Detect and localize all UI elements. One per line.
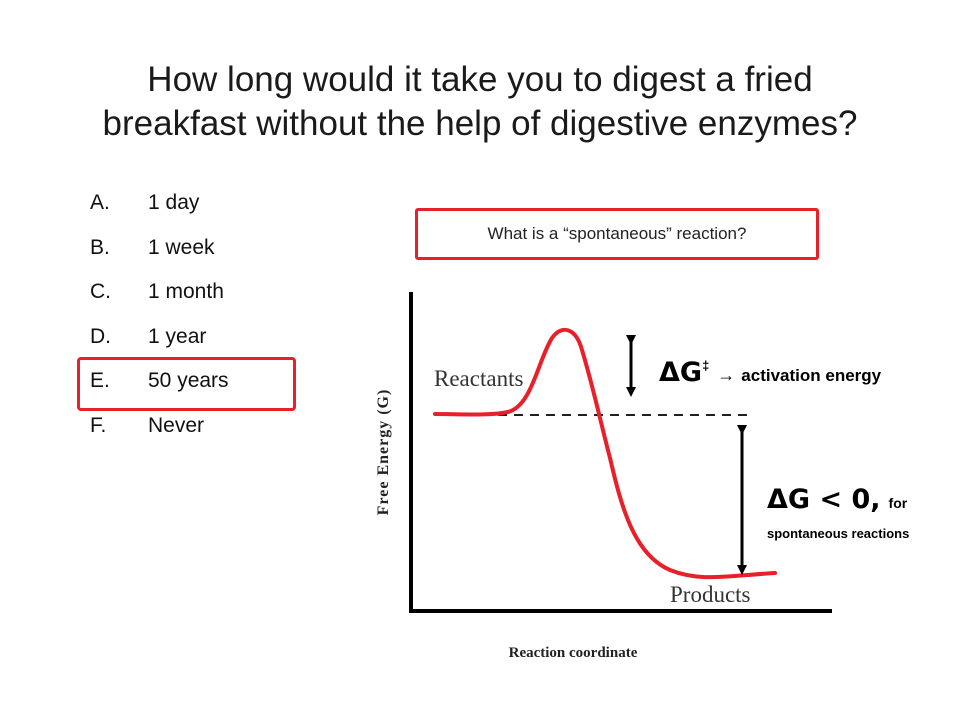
title-line-2: breakfast without the help of digestive … — [102, 104, 858, 143]
option-text: 1 month — [148, 280, 224, 304]
double-dagger: ‡ — [702, 358, 709, 373]
delta-g-for: for — [889, 495, 908, 511]
products-label: Products — [670, 582, 751, 607]
option-text: 1 day — [148, 191, 200, 214]
delta-g-second-line: spontaneous reactions — [767, 526, 909, 541]
delta-g-main: ΔG < 0, — [767, 484, 881, 515]
option-text: 50 years — [148, 369, 229, 393]
option-text: 1 year — [148, 324, 207, 348]
slide-title: How long would it take you to digest a f… — [20, 58, 940, 146]
option-text: 1 week — [148, 235, 215, 259]
reactants-label: Reactants — [434, 366, 523, 391]
x-axis-label: Reaction coordinate — [509, 645, 638, 661]
activation-energy-label: ΔG‡ → activation energy — [659, 357, 882, 388]
option-letter: B. — [90, 235, 110, 259]
option-letter: D. — [90, 324, 111, 348]
right-arrow-icon: → — [717, 365, 735, 385]
y-axis-label: Free Energy (G) — [375, 389, 392, 516]
reaction-curve — [433, 327, 777, 580]
option-letter: C. — [90, 280, 111, 304]
option-letter: A. — [90, 191, 110, 214]
title-line-1: How long would it take you to digest a f… — [147, 60, 813, 99]
delta-g-symbol: ΔG — [659, 357, 702, 388]
option-letter: E. — [90, 369, 110, 393]
spontaneous-question-box: What is a “spontaneous” reaction? — [415, 208, 819, 260]
free-energy-diagram: Reactants Products Free Energy (G) React… — [375, 292, 909, 661]
selected-answer-highlight — [77, 357, 296, 411]
option-text: Never — [148, 413, 205, 437]
activation-energy-text: activation energy — [741, 366, 881, 385]
option-letter: F. — [90, 413, 107, 437]
delta-g-label: ΔG < 0, for — [767, 484, 908, 515]
